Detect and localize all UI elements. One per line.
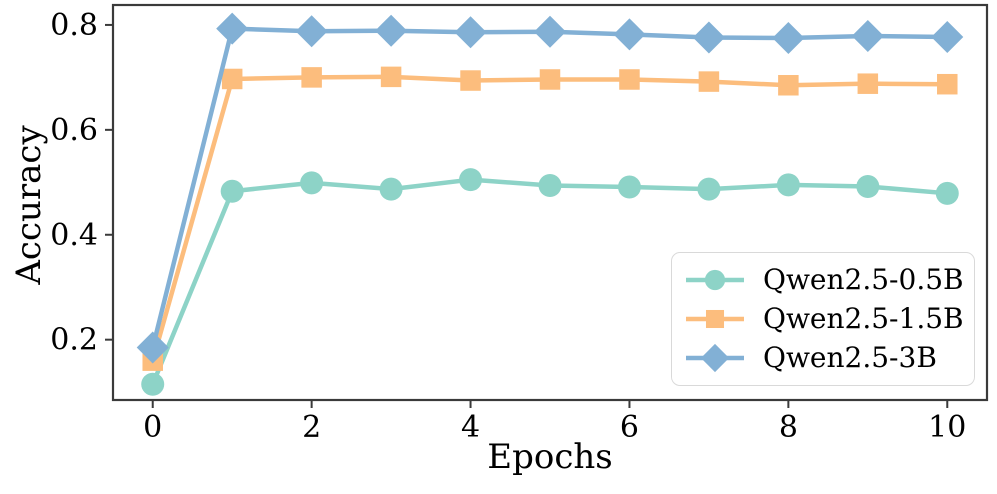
diamond-marker-icon	[684, 341, 746, 375]
circle-marker-icon	[776, 173, 800, 197]
diamond-marker-icon	[700, 343, 730, 373]
x-axis-label: Epochs	[487, 437, 613, 477]
circle-marker-icon	[300, 171, 324, 195]
circle-marker-icon	[697, 177, 721, 201]
square-marker-icon	[937, 73, 958, 95]
legend-item-qwen2.5-0.5b: Qwen2.5-0.5B	[684, 263, 966, 297]
circle-marker-icon	[935, 181, 959, 205]
legend-label: Qwen2.5-3B	[763, 341, 937, 374]
diamond-marker-icon	[216, 12, 249, 45]
y-tick-label: 0.8	[50, 8, 98, 43]
circle-marker-icon	[379, 177, 403, 201]
circle-marker-icon	[617, 175, 641, 199]
y-tick-label: 0.2	[50, 323, 98, 358]
diamond-marker-icon	[295, 15, 328, 48]
y-axis-label: Accuracy	[9, 125, 49, 285]
diamond-marker-icon	[375, 14, 408, 47]
circle-marker-icon	[856, 175, 880, 199]
legend-label: Qwen2.5-1.5B	[763, 302, 964, 335]
y-tick-label: 0.6	[50, 113, 98, 148]
diamond-marker-icon	[136, 331, 169, 364]
square-marker-icon	[539, 69, 561, 90]
square-marker-icon	[460, 70, 481, 91]
diamond-marker-icon	[534, 15, 566, 48]
square-marker-icon	[778, 75, 799, 96]
square-marker-icon	[857, 73, 879, 94]
square-marker-icon	[619, 69, 640, 90]
legend-item-qwen2.5-1.5b: Qwen2.5-1.5B	[684, 302, 966, 336]
legend-item-qwen2.5-3b: Qwen2.5-3B	[684, 341, 966, 375]
y-tick-label: 0.4	[50, 218, 98, 253]
diamond-marker-icon	[772, 22, 805, 55]
diamond-marker-icon	[851, 19, 884, 52]
series-qwen2.5-1.5b	[142, 66, 958, 371]
x-tick-label: 2	[302, 410, 321, 445]
legend: Qwen2.5-0.5B Qwen2.5-1.5B Qwen2.5-3B	[671, 252, 975, 386]
square-marker-icon	[684, 302, 746, 336]
diamond-marker-icon	[454, 16, 487, 49]
x-tick-label: 0	[143, 410, 162, 445]
square-marker-icon	[301, 67, 322, 88]
diamond-marker-icon	[692, 21, 725, 54]
x-tick-label: 6	[620, 410, 639, 445]
circle-marker-icon	[220, 179, 244, 203]
x-tick-label: 10	[928, 410, 966, 445]
circle-marker-icon	[704, 269, 726, 291]
square-marker-icon	[698, 71, 720, 92]
plot-frame	[111, 3, 989, 402]
x-tick-label: 8	[779, 410, 798, 445]
series-qwen2.5-0.5b	[141, 168, 959, 396]
diamond-marker-icon	[931, 20, 964, 53]
circle-marker-icon	[538, 173, 562, 197]
legend-label: Qwen2.5-0.5B	[763, 263, 964, 296]
square-marker-icon	[705, 309, 725, 329]
square-marker-icon	[380, 66, 402, 88]
circle-marker-icon	[684, 263, 746, 297]
circle-marker-icon	[459, 168, 483, 192]
circle-marker-icon	[141, 372, 165, 396]
square-marker-icon	[221, 68, 243, 90]
x-tick-label: 4	[461, 410, 480, 445]
series-qwen2.5-3b	[136, 12, 964, 364]
diamond-marker-icon	[613, 18, 646, 51]
